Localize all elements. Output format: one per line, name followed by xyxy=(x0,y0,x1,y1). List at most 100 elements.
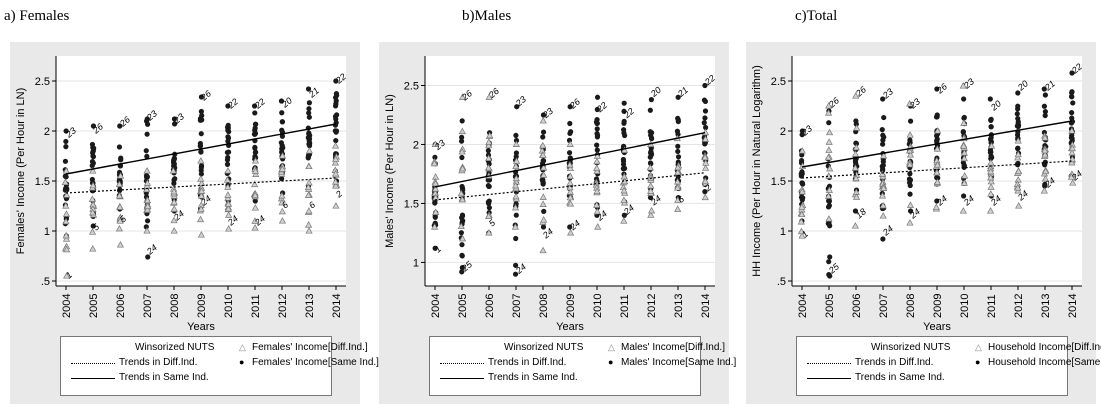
data-point-diff-ind xyxy=(332,155,340,162)
data-point-diff-ind xyxy=(933,161,942,168)
data-point-diff-ind xyxy=(540,163,548,171)
x-tick-label: 2004 xyxy=(61,294,73,318)
data-point-same-ind xyxy=(647,129,653,135)
data-point-diff-ind xyxy=(987,142,996,149)
data-point-diff-ind xyxy=(511,223,519,230)
data-point-diff-ind xyxy=(170,187,178,195)
legend-total: Winsorized NUTS △ Household Income[Diff.… xyxy=(796,336,1101,396)
data-point-diff-ind xyxy=(251,191,259,199)
y-tick-label: 1 xyxy=(44,226,50,238)
data-point-diff-ind xyxy=(932,203,940,210)
data-point-diff-ind xyxy=(674,196,682,203)
data-point-diff-ind xyxy=(251,224,259,231)
data-point-diff-ind xyxy=(987,177,995,185)
trend-line-diff-ind xyxy=(801,160,1073,179)
data-point-diff-ind xyxy=(458,93,467,100)
x-tick-label: 2014 xyxy=(1067,294,1079,318)
data-point-diff-ind xyxy=(702,159,710,166)
data-point-diff-ind xyxy=(987,173,995,181)
data-point-diff-ind xyxy=(620,217,628,224)
data-point-same-ind xyxy=(880,236,886,242)
data-point-diff-ind xyxy=(566,164,574,172)
x-tick-label: 2009 xyxy=(565,294,577,318)
nuts-annotation: 5 xyxy=(487,217,498,229)
x-tick-label: 2013 xyxy=(673,294,685,318)
data-point-same-ind xyxy=(702,98,709,105)
x-tick-label: 2014 xyxy=(331,294,343,318)
data-point-same-ind xyxy=(306,114,312,120)
data-point-same-ind xyxy=(252,149,259,155)
nuts-annotation: 5 xyxy=(91,221,102,233)
data-point-diff-ind xyxy=(197,192,205,199)
data-point-diff-ind xyxy=(851,222,859,229)
data-point-diff-ind xyxy=(879,212,887,219)
data-point-diff-ind xyxy=(170,198,178,205)
x-tick-label: 2010 xyxy=(223,294,235,318)
solid-line-icon xyxy=(440,378,484,379)
data-point-same-ind xyxy=(459,242,465,248)
data-point-same-ind xyxy=(675,143,681,149)
data-point-diff-ind xyxy=(539,193,547,200)
data-point-diff-ind xyxy=(852,92,860,99)
data-point-diff-ind xyxy=(824,109,833,116)
data-point-diff-ind xyxy=(115,180,123,187)
y-tick-label: 1.5 xyxy=(35,176,50,188)
data-point-same-ind xyxy=(333,137,339,144)
y-tick-label: .5 xyxy=(41,276,50,288)
data-point-same-ind xyxy=(798,158,805,164)
data-point-diff-ind xyxy=(906,219,914,226)
chart-males: 2.5 2 1.5 1 2004 2005 2006 2007 2008 2009 2010 2011… xyxy=(384,56,717,333)
data-point-diff-ind xyxy=(593,152,601,159)
data-point-diff-ind xyxy=(701,153,709,161)
panel-females: 2.5 2 1.5 1.5 2004 2005 2006 2007 2008 2009 2010 20… xyxy=(10,42,379,404)
data-point-diff-ind xyxy=(197,187,206,194)
data-point-same-ind xyxy=(675,118,681,125)
data-point-same-ind xyxy=(306,110,312,116)
y-axis-label: Males' Income (Per Hour in LN) xyxy=(384,94,396,248)
data-point-diff-ind xyxy=(905,146,914,154)
data-point-diff-ind xyxy=(458,234,467,242)
data-point-diff-ind xyxy=(431,185,440,192)
data-point-diff-ind xyxy=(593,201,601,208)
data-point-same-ind xyxy=(432,245,438,251)
data-point-diff-ind xyxy=(89,181,97,189)
data-point-same-ind xyxy=(853,160,859,167)
data-point-diff-ind xyxy=(539,141,547,149)
data-point-diff-ind xyxy=(879,201,887,209)
data-point-diff-ind xyxy=(458,195,467,203)
data-point-same-ind xyxy=(648,97,654,103)
panel-caption-males: b)Males xyxy=(462,8,512,24)
data-point-same-ind xyxy=(332,122,339,128)
x-tick-label: 2007 xyxy=(878,294,890,318)
data-point-same-ind xyxy=(485,177,491,183)
data-point-diff-ind xyxy=(647,211,655,218)
legend-winsorized-label: Winsorized NUTS xyxy=(135,342,215,353)
data-point-diff-ind xyxy=(1041,146,1049,154)
data-point-diff-ind xyxy=(197,205,205,212)
data-point-same-ind xyxy=(306,130,312,136)
x-tick-label: 2006 xyxy=(115,294,127,318)
data-point-diff-ind xyxy=(1014,137,1022,144)
trend-line-diff-ind xyxy=(65,177,337,194)
data-point-diff-ind xyxy=(701,135,710,142)
data-point-diff-ind xyxy=(430,159,438,167)
data-point-same-ind xyxy=(306,141,312,147)
data-point-same-ind xyxy=(879,127,885,133)
data-point-same-ind xyxy=(333,78,339,84)
data-point-same-ind xyxy=(799,152,805,158)
data-point-diff-ind xyxy=(63,272,71,279)
data-point-same-ind xyxy=(540,129,547,135)
data-point-same-ind xyxy=(117,123,123,129)
y-tick-label: 1 xyxy=(413,257,419,269)
data-point-diff-ind xyxy=(701,177,709,185)
data-point-same-ind xyxy=(647,194,654,201)
data-point-diff-ind xyxy=(62,217,70,225)
data-point-same-ind xyxy=(961,193,967,199)
data-point-diff-ind xyxy=(512,140,520,148)
panel-caption-total: c)Total xyxy=(795,8,838,24)
y-tick-label: 1.5 xyxy=(771,176,786,188)
data-point-same-ind xyxy=(252,145,258,151)
data-point-diff-ind xyxy=(485,138,493,145)
data-point-same-ind xyxy=(934,112,940,118)
